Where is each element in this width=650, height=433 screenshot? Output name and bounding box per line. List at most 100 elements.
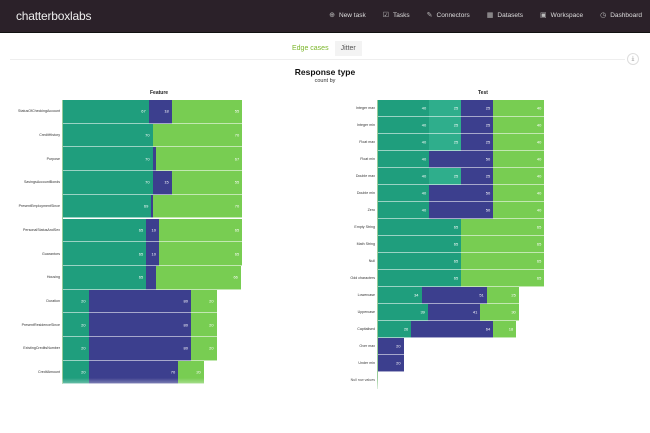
data-label: 26 [403,326,409,332]
bar-segment-teal[interactable]: 69 [63,194,152,219]
bar-segment-purple[interactable]: 64 [411,321,494,338]
nav-dashboard[interactable]: ◷ Dashboard [600,11,642,20]
bar-segment-purple[interactable]: 18 [148,100,172,124]
bar-segment-purple[interactable]: 20 [378,338,404,355]
bar-segment-teal[interactable]: 20 [63,337,89,361]
nav-connectors[interactable]: ✎ Connectors [427,11,470,20]
bar-segment-green[interactable]: 25 [486,287,519,304]
bar-segment-teal_light[interactable]: 25 [429,134,462,151]
bar-segment-teal[interactable]: 70 [63,171,153,195]
bar-segment-purple[interactable]: 80 [88,289,191,314]
bar-segment-teal_light[interactable]: 25 [429,100,462,117]
bar-segment-green[interactable]: 55 [171,171,243,195]
bar-segment-purple[interactable]: 50 [429,185,494,202]
bar-segment-teal[interactable]: 70 [63,123,153,148]
bar-segment-green[interactable]: 40 [493,134,545,151]
bar-segment-purple[interactable]: 50 [429,151,494,168]
bar-segment-teal[interactable]: 40 [378,185,430,202]
bar-segment-teal[interactable]: 20 [63,289,89,314]
bar-segment-green[interactable]: 40 [493,117,545,134]
bottom-fade [0,378,650,433]
category-label: Housing [46,275,60,280]
bar-segment-green[interactable]: 40 [493,151,545,168]
bar-segment-purple[interactable]: 20 [378,355,404,372]
bar-segment-purple[interactable]: 80 [88,313,191,337]
bar-segment-teal[interactable]: 70 [63,147,153,172]
bar-segment-purple[interactable]: 25 [461,100,494,117]
data-label: 65 [138,227,144,233]
bar-segment-teal[interactable]: 40 [378,134,430,151]
nav-datasets[interactable]: ▦ Datasets [487,11,524,20]
bar-segment-green[interactable]: 40 [493,202,545,219]
bar-segment-teal_light[interactable]: 25 [429,168,462,185]
bar-segment-green[interactable]: 65 [461,270,545,287]
bar-segment-teal[interactable]: 65 [63,242,147,266]
data-label: 39 [420,309,425,315]
logo[interactable]: chatterboxlabs [16,9,92,23]
bar-segment-teal[interactable]: 67 [63,100,149,124]
bar-segment-teal[interactable]: 40 [378,100,430,117]
bar-segment-teal[interactable]: 65 [378,219,462,236]
bar-segment-purple[interactable]: 80 [88,337,191,361]
bar-segment-teal[interactable]: 34 [378,287,422,304]
bar-segment-teal[interactable]: 40 [378,151,430,168]
bar-segment-purple[interactable]: 41 [427,304,481,321]
bar-segment-teal[interactable]: 40 [378,168,430,185]
tab-jitter[interactable]: Jitter [334,41,362,56]
category-label: Uppercase [357,310,375,314]
data-label: 40 [421,173,427,179]
category-label: CreditHistory [39,133,60,138]
bar-segment-purple[interactable]: 15 [152,171,172,195]
bar-segment-green[interactable]: 65 [159,242,243,266]
bar-segment-green[interactable]: 20 [191,313,217,337]
bar-segment-green[interactable]: 20 [191,337,217,361]
bar-segment-purple[interactable]: 50 [429,202,494,219]
data-label: 34 [414,292,419,298]
bar-segment-purple[interactable]: 25 [461,168,494,185]
bar-segment-green[interactable]: 40 [493,100,545,117]
bar-segment-purple[interactable]: 10 [146,218,159,243]
tab-edge-cases[interactable]: Edge cases [292,45,329,52]
bar-segment-green[interactable]: 40 [493,185,545,202]
bar-segment-purple[interactable]: 51 [421,287,487,304]
bar-segment-purple[interactable]: 8 [146,265,161,290]
nav-label: Connectors [436,11,470,19]
bar-segment-teal[interactable]: 40 [378,202,430,219]
bar-segment-teal[interactable]: 26 [378,321,412,338]
bar-segment-purple[interactable]: 25 [461,134,494,151]
nav-label: Datasets [497,11,524,19]
bar-segment-green[interactable]: 30 [480,304,519,321]
download-icon[interactable]: ⤓ [627,53,639,65]
bar-segment-green[interactable]: 55 [171,100,243,124]
bar-segment-teal[interactable]: 65 [378,270,462,287]
bar-segment-teal[interactable]: 65 [63,218,147,243]
bar-segment-green[interactable]: 70 [152,123,243,148]
nav-workspace[interactable]: ▣ Workspace [540,11,583,20]
bar-segment-teal_light[interactable]: 25 [429,117,462,134]
bar-segment-teal[interactable]: 65 [378,236,462,253]
bar-segment-green[interactable]: 66 [156,265,241,290]
bar-segment-green[interactable]: 65 [461,236,545,253]
category-label: Empty String [354,225,375,229]
bar-segment-purple[interactable]: 25 [461,117,494,134]
nav-new-task[interactable]: ⊕ New task [329,11,366,20]
y-axis [62,100,63,385]
bar-segment-green[interactable]: 67 [156,147,243,172]
bar-segment-green[interactable]: 20 [191,289,217,314]
bar-segment-teal[interactable]: 20 [63,313,89,337]
data-label: 18 [164,108,169,114]
bar-segment-green[interactable]: 65 [461,219,545,236]
bar-segment-purple[interactable]: 10 [146,242,159,266]
bar-segment-teal[interactable]: 39 [378,304,428,321]
bar-segment-green[interactable]: 65 [461,253,545,270]
data-label: 25 [511,292,516,298]
bar-segment-teal[interactable]: 65 [378,253,462,270]
bar-segment-teal[interactable]: 65 [63,265,147,290]
bar-segment-green[interactable]: 18 [493,321,517,338]
bar-segment-teal[interactable]: 40 [378,117,430,134]
bar-segment-green[interactable]: 40 [493,168,545,185]
data-label: 55 [234,179,240,185]
bar-segment-green[interactable]: 65 [159,218,243,243]
bar-segment-green[interactable]: 70 [152,194,243,219]
nav-tasks[interactable]: ☑ Tasks [383,11,410,20]
